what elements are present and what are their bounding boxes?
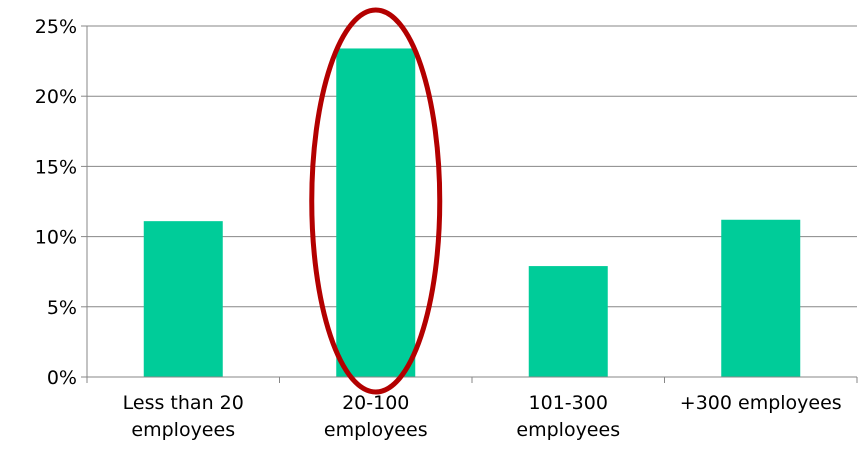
y-tick-label: 5%: [47, 297, 77, 319]
y-tick-label: 15%: [35, 156, 77, 178]
y-tick-label: 20%: [35, 86, 77, 108]
x-category-label: 101-300 employees: [516, 392, 620, 441]
bar: [336, 48, 416, 378]
bar: [721, 219, 801, 377]
bar: [528, 266, 608, 377]
y-tick-label: 10%: [35, 227, 77, 249]
highlight-ellipse: [309, 7, 443, 395]
y-tick-label: 25%: [35, 16, 77, 38]
y-tick-labels: 0% 5% 10% 15% 20% 25%: [35, 16, 77, 389]
x-category-label: 20-100 employees: [324, 392, 428, 441]
bar: [143, 221, 223, 377]
bars: [143, 48, 801, 378]
annotations: [309, 7, 443, 395]
x-category-label: Less than 20 employees: [123, 392, 244, 441]
x-category-labels: Less than 20 employees 20-100 employees 101-…: [123, 392, 842, 441]
x-category-label: +300 employees: [680, 392, 842, 414]
y-tick-label: 0%: [47, 367, 77, 389]
axes: [81, 25, 858, 383]
